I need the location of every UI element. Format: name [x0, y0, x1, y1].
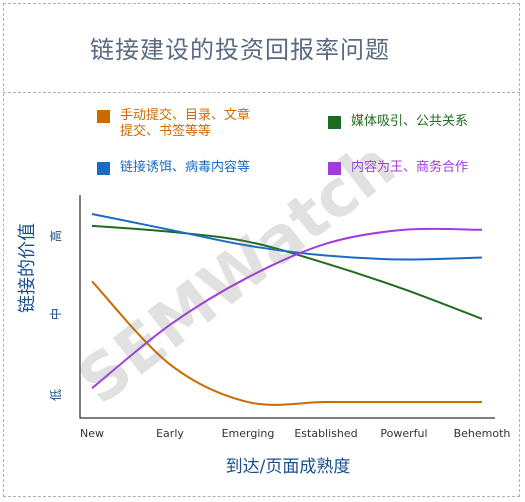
y-tick-label: 低 — [49, 389, 63, 401]
axis-lines — [79, 195, 495, 419]
legend-item-media: 媒体吸引、公共关系 — [328, 114, 468, 130]
chart-title: 链接建设的投资回报率问题 — [90, 36, 390, 64]
legend-item-manual: 手动提交、目录、文章 提交、书签等等 — [97, 108, 250, 140]
x-tick-label: Early — [156, 427, 184, 440]
series-line-manual — [91, 280, 482, 406]
y-tick-label: 中 — [48, 308, 63, 320]
y-tick-label: 高 — [48, 230, 63, 242]
legend-swatch-linkbait — [97, 162, 110, 175]
x-tick-label: Behemoth — [454, 427, 511, 440]
legend-swatch-manual — [97, 110, 110, 123]
legend-swatch-content — [328, 162, 341, 175]
legend-item-linkbait: 链接诱饵、病毒内容等 — [97, 160, 250, 176]
y-axis-label: 链接的价值 — [17, 223, 38, 313]
legend-label-media: 媒体吸引、公共关系 — [351, 114, 469, 129]
x-tick-label: Powerful — [380, 427, 427, 440]
legend-label-content: 内容为王、商务合作 — [351, 160, 469, 175]
series-line-media — [91, 224, 483, 320]
x-tick-label: Established — [294, 427, 357, 440]
title-separator — [3, 92, 520, 93]
legend-swatch-media — [328, 116, 341, 129]
series-line-linkbait — [91, 212, 483, 261]
legend-label-manual: 手动提交、目录、文章 提交、书签等等 — [120, 108, 251, 139]
x-tick-label: New — [80, 427, 104, 440]
x-tick-label: Emerging — [222, 427, 275, 440]
x-axis-label: 到达/页面成熟度 — [226, 456, 351, 477]
series-line-content — [91, 227, 483, 389]
chart-frame — [3, 3, 520, 497]
legend-label-linkbait: 链接诱饵、病毒内容等 — [120, 160, 251, 175]
legend-item-content: 内容为王、商务合作 — [328, 160, 468, 176]
